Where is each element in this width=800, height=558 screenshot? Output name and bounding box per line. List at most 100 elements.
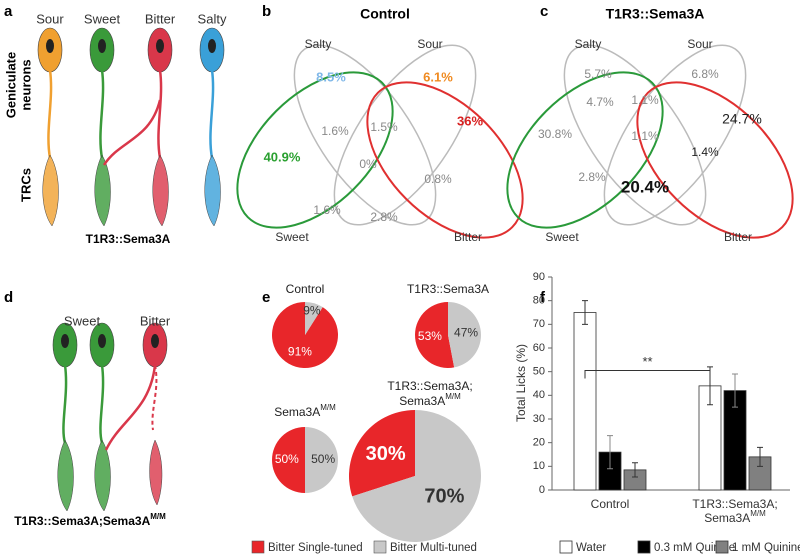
label: Bitter <box>454 230 482 244</box>
panel-letter: a <box>4 3 13 20</box>
pie-title-text: T1R3::Sema3A; <box>387 379 472 393</box>
pie-title: Sema3AM/M <box>274 403 336 419</box>
pie-title-text: T1R3::Sema3A <box>407 282 489 296</box>
significance-label: ** <box>642 354 652 369</box>
pie-slice <box>305 427 338 493</box>
label: Sweet <box>275 230 309 244</box>
trc <box>42 154 59 227</box>
nucleus <box>61 334 69 348</box>
label: Sour <box>417 37 442 51</box>
label: 2.8% <box>578 170 606 184</box>
label: 0.8% <box>424 172 452 186</box>
y-tick-label: 30 <box>533 413 545 425</box>
pie-slice <box>305 302 323 335</box>
axon <box>99 69 105 159</box>
trc <box>149 439 163 506</box>
error-bar <box>607 435 613 470</box>
label: 6.1% <box>423 69 453 84</box>
pie-value-label: 70% <box>424 486 464 508</box>
label: Bitter <box>724 230 752 244</box>
crossing-fiber <box>104 364 157 451</box>
legend-label: Bitter Single-tuned <box>268 542 363 554</box>
pie-slice <box>349 410 415 497</box>
row-label: Geniculate <box>3 52 18 118</box>
set-salty <box>563 44 707 226</box>
label: Bitter <box>140 313 171 328</box>
row-label: neurons <box>18 59 33 110</box>
y-tick-label: 60 <box>533 342 545 354</box>
label: Sour <box>36 11 64 26</box>
bar <box>573 312 597 491</box>
label: Salty <box>305 37 332 51</box>
y-tick-label: 10 <box>533 460 545 472</box>
nucleus <box>46 39 54 53</box>
label: T1R3::Sema3A <box>86 232 171 246</box>
label: 2.8% <box>370 210 398 224</box>
pie-value-label: 50% <box>275 452 299 466</box>
y-tick-label: 50 <box>533 366 545 378</box>
label: 1.5% <box>370 120 398 134</box>
label: T1R3::Sema3A <box>606 6 705 22</box>
error-bar <box>732 373 738 408</box>
panel-letter: f <box>540 289 546 306</box>
y-tick-label: 0 <box>539 484 545 496</box>
legend-label: 1 mM Quinine <box>732 542 800 554</box>
pie-value-label: 91% <box>288 345 312 359</box>
label: Sour <box>687 37 712 51</box>
label: 6.8% <box>691 67 719 81</box>
trc <box>204 154 221 227</box>
set-salty <box>293 44 437 226</box>
y-tick-label: 80 <box>533 295 545 307</box>
pie-slice <box>415 302 455 368</box>
pie-title-text: Control <box>286 282 325 296</box>
set-sour <box>603 44 747 226</box>
nucleus <box>151 334 159 348</box>
error-bar <box>757 446 763 467</box>
label: 20.4% <box>621 177 669 196</box>
x-tick-label-sup: M/M <box>750 509 766 518</box>
pie-slice <box>271 302 338 368</box>
legend-label: 0.3 mM Quinine <box>654 542 735 554</box>
legend-swatch <box>251 540 265 554</box>
label: 4.7% <box>586 95 614 109</box>
axon <box>209 69 215 159</box>
axon <box>99 364 105 444</box>
nucleus <box>208 39 216 53</box>
set-bitter <box>366 81 524 239</box>
panel-letter: d <box>4 289 13 306</box>
error-bar <box>582 300 588 325</box>
label: Control <box>360 6 410 22</box>
label: 1.1% <box>631 129 659 143</box>
trc <box>152 154 169 227</box>
pie-slice <box>448 302 482 368</box>
axon <box>62 364 68 444</box>
axon <box>151 364 158 431</box>
label: 0% <box>359 157 377 171</box>
axon <box>157 69 163 159</box>
row-label: TRCs <box>18 168 33 202</box>
pie-slice <box>272 427 305 493</box>
pie-title-sup: M/M <box>320 403 336 412</box>
y-tick-label: 70 <box>533 318 545 330</box>
label: Bitter <box>145 11 176 26</box>
pie-title-text: Sema3A <box>274 405 320 419</box>
trc <box>57 439 74 512</box>
axon <box>47 69 53 159</box>
legend-swatch <box>373 540 387 554</box>
set-bitter <box>636 81 794 239</box>
legend-label: Bitter Multi-tuned <box>390 542 477 554</box>
set-sweet <box>236 71 394 229</box>
pie-title: Control <box>286 282 325 296</box>
label: 1.6% <box>321 124 349 138</box>
nucleus <box>98 39 106 53</box>
label: Salty <box>198 11 227 26</box>
label: 1.4% <box>691 145 719 159</box>
legend-label: Water <box>576 542 606 554</box>
legend-swatch <box>715 540 729 554</box>
nucleus <box>98 334 106 348</box>
label: 30.8% <box>538 127 572 141</box>
y-tick-label: 90 <box>533 271 545 283</box>
label: 24.7% <box>722 111 762 127</box>
pie-value-label: 53% <box>418 329 442 343</box>
